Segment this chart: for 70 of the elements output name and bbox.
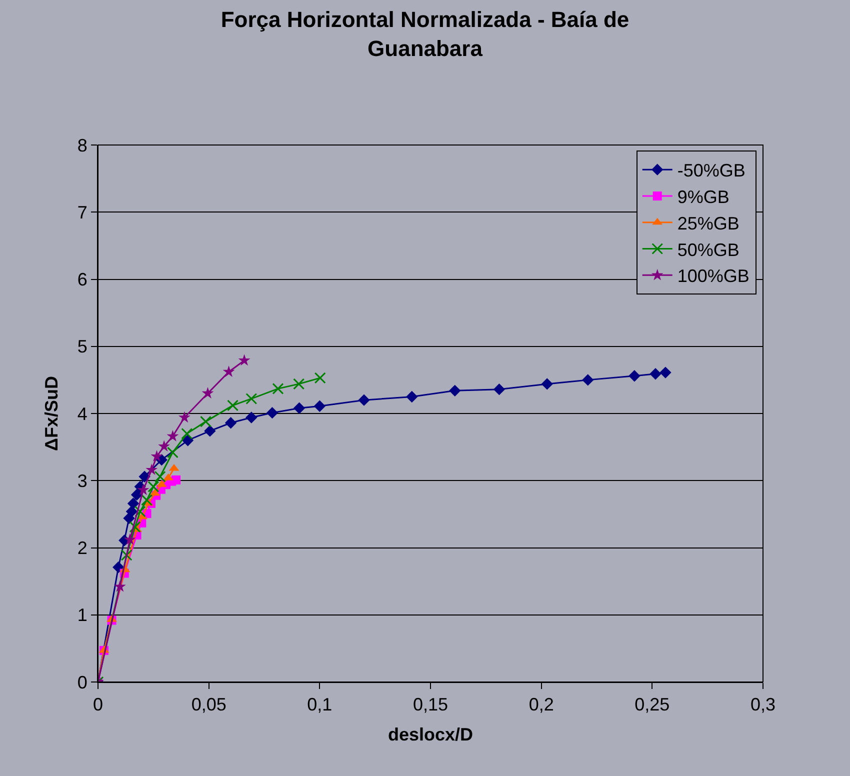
- point: [120, 549, 132, 561]
- y-tick-label: 8: [77, 135, 88, 156]
- point: [204, 425, 216, 437]
- point: [314, 372, 326, 384]
- point: [202, 387, 214, 398]
- point: [166, 446, 178, 458]
- point: [582, 374, 594, 386]
- point: [181, 428, 193, 440]
- point: [238, 354, 250, 366]
- point: [660, 366, 672, 378]
- y-tick-label: 4: [77, 404, 88, 424]
- point: [114, 580, 126, 592]
- x-tick-label: 0,3: [750, 694, 776, 715]
- point: [172, 475, 181, 484]
- y-tick-label: 7: [77, 202, 88, 222]
- point: [130, 488, 143, 501]
- point: [224, 417, 237, 429]
- point: [541, 378, 553, 390]
- legend-label: 25%GB: [677, 213, 740, 234]
- point: [126, 506, 138, 518]
- point: [628, 370, 640, 382]
- point: [163, 473, 174, 480]
- y-axis-title: ΔFx/SuD: [42, 376, 62, 451]
- x-axis-title: deslocx/D: [388, 724, 474, 745]
- point: [358, 394, 370, 406]
- point: [127, 498, 140, 510]
- point: [449, 384, 461, 397]
- point: [166, 430, 179, 442]
- point: [129, 521, 141, 533]
- legend-label: -50%GB: [677, 160, 746, 181]
- point: [314, 400, 326, 412]
- point: [134, 506, 146, 518]
- x-tick-label: 0,25: [634, 694, 670, 715]
- y-tick-label: 3: [77, 470, 88, 491]
- x-tick-label: 0: [92, 694, 104, 715]
- x-tick-label: 0,05: [191, 694, 226, 715]
- y-tick-label: 1: [77, 605, 88, 626]
- point: [154, 470, 166, 482]
- point: [158, 440, 170, 452]
- point: [150, 450, 163, 462]
- point: [293, 402, 306, 414]
- legend-label: 9%GB: [677, 186, 730, 207]
- point: [493, 383, 506, 396]
- y-tick-label: 5: [77, 336, 88, 357]
- point: [246, 392, 258, 404]
- point: [246, 412, 258, 424]
- point: [141, 494, 153, 506]
- y-tick-label: 6: [77, 270, 88, 290]
- point: [137, 484, 150, 496]
- point: [222, 366, 235, 377]
- point: [112, 561, 124, 574]
- legend-label: 50%GB: [677, 240, 740, 260]
- chart-title: Força Horizontal Normalizada - Baía de Guanabara: [220, 7, 630, 61]
- legend-label: 100%GB: [677, 266, 750, 286]
- point: [293, 378, 305, 390]
- x-tick-label: 0,2: [528, 694, 554, 715]
- point: [124, 533, 136, 545]
- y-tick-label: 2: [77, 538, 88, 558]
- point: [178, 411, 190, 423]
- point: [650, 368, 662, 380]
- y-tick-label: 0: [77, 672, 88, 692]
- point: [266, 406, 278, 419]
- point: [146, 464, 158, 475]
- point: [227, 400, 239, 412]
- x-tick-label: 0,15: [412, 694, 448, 715]
- point: [406, 390, 418, 403]
- point: [272, 382, 284, 394]
- x-tick-label: 0,1: [307, 694, 332, 715]
- point: [148, 480, 160, 492]
- point: [200, 416, 212, 428]
